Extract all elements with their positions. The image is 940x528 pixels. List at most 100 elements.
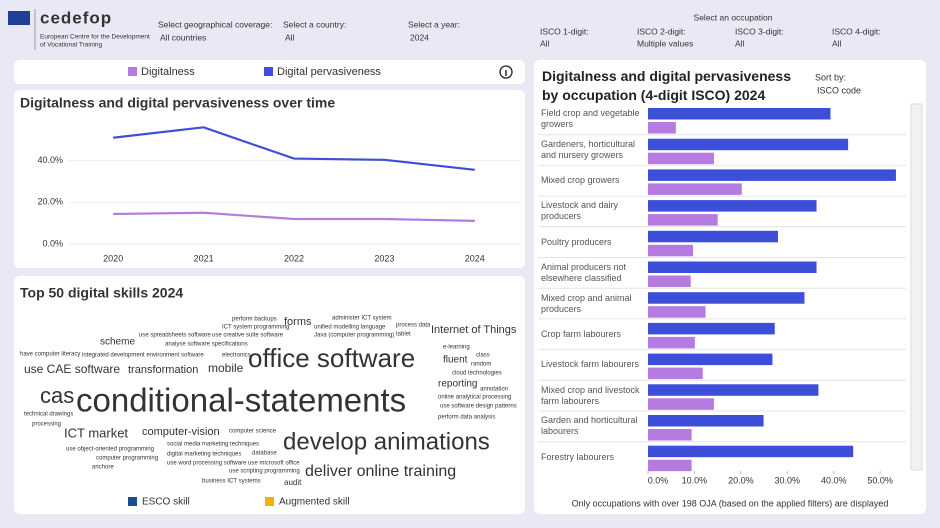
- skill-word: cloud technologies: [452, 371, 502, 377]
- bar: [648, 261, 817, 273]
- skill-word: deliver online training: [305, 463, 456, 480]
- cloud-title: Top 50 digital skills 2024: [20, 285, 183, 301]
- filter-value[interactable]: All: [285, 32, 295, 42]
- bar: [648, 138, 849, 151]
- bar: [648, 169, 896, 181]
- y-tick-label: 40.0%: [37, 155, 63, 165]
- y-tick-label: Livestock farm labourers: [541, 359, 640, 370]
- y-tick-label: Forestry labourers: [541, 451, 615, 462]
- filter-label: Select a country:: [283, 19, 346, 29]
- filter-value[interactable]: All countries: [160, 32, 206, 42]
- bar: [648, 445, 854, 458]
- skill-word: processing: [32, 422, 61, 428]
- skill-word: reporting: [438, 379, 477, 390]
- skill-word: use software design patterns: [440, 404, 517, 410]
- skill-word: use word processing software: [167, 461, 247, 467]
- eu-flag: [8, 11, 30, 25]
- org: cedefop: [40, 8, 112, 27]
- y-tick-label: Gardeners, horticultural and nursery gro…: [541, 139, 636, 161]
- filter-label: Select a year:: [408, 19, 460, 29]
- bar: [648, 398, 714, 410]
- x-tick-label: 2024: [465, 253, 485, 263]
- x-tick-label: 20.0%: [728, 475, 754, 485]
- occupation-title: Select an occupation: [694, 12, 773, 22]
- x-tick-label: 2021: [194, 253, 214, 263]
- y-tick-label: 20.0%: [37, 197, 63, 207]
- bar: [648, 122, 676, 134]
- org-full: of Vocational Training: [40, 42, 103, 49]
- y-tick-label: Poultry producers: [541, 236, 612, 247]
- y-tick-label: Crop farm labourers: [541, 328, 622, 339]
- bar: [648, 183, 742, 195]
- filter-label: ISCO 2-digit:: [637, 26, 686, 36]
- skill-word: database: [252, 451, 277, 457]
- bar: [648, 353, 773, 366]
- skill-word: Internet of Things: [431, 324, 517, 336]
- bar: [648, 152, 714, 165]
- filter-value[interactable]: 2024: [410, 32, 429, 42]
- y-tick-label: Garden and horticultural labourers: [541, 415, 638, 437]
- filter-value: All: [735, 38, 745, 48]
- sort-value[interactable]: ISCO code: [817, 85, 861, 95]
- skill-word: have computer literacy: [20, 352, 80, 358]
- legend-label: Augmented skill: [279, 497, 350, 508]
- bar: [648, 336, 695, 349]
- bar-note: Only occupations with over 198 OJA (base…: [572, 498, 889, 508]
- skill-word: transformation: [128, 364, 198, 376]
- bar: [648, 415, 764, 427]
- y-tick-label: Mixed crop and animal producers: [541, 292, 632, 314]
- legend-label: ESCO skill: [142, 497, 190, 508]
- scrollbar[interactable]: [910, 103, 923, 471]
- legend-swatch: [264, 67, 273, 76]
- skill-word: Java (computer programming): [314, 333, 394, 339]
- legend-label: Digital pervasiveness: [277, 66, 381, 78]
- x-tick-label: 2023: [374, 253, 394, 263]
- x-tick-label: 0.0%: [648, 475, 669, 485]
- line-series: [113, 126, 475, 171]
- filter-label: ISCO 1-digit:: [540, 26, 589, 36]
- y-tick-label: Field crop and vegetable growers: [541, 108, 640, 130]
- skill-word: computer programming: [96, 456, 158, 462]
- skill-word: anchore: [92, 465, 114, 471]
- filter-value: All: [540, 38, 550, 48]
- y-tick-label: Animal producers not elsewhere classifie…: [541, 261, 627, 283]
- skill-word: mobile: [208, 361, 244, 375]
- skill-word: computer science: [229, 429, 277, 435]
- skill-word: scheme: [100, 337, 135, 348]
- filter-value: All: [832, 38, 842, 48]
- bar: [648, 200, 817, 212]
- bar: [648, 306, 706, 318]
- skill-word: use scripting programming: [229, 469, 300, 475]
- skill-word: use microsoft office: [248, 461, 300, 467]
- skill-word: develop animations: [283, 428, 490, 455]
- legend-swatch: [128, 67, 137, 76]
- filter-value: Multiple values: [637, 38, 693, 48]
- skill-word: conditional-statements: [76, 382, 406, 419]
- skill-word: ICT system programming: [222, 325, 289, 331]
- legend-label: Digitalness: [141, 66, 195, 78]
- skill-word: tablet: [396, 332, 411, 338]
- legend-swatch: [265, 497, 274, 506]
- filter-label: ISCO 4-digit:: [832, 26, 881, 36]
- bar: [648, 459, 692, 472]
- bar-panel: [534, 60, 926, 514]
- y-tick-label: 0.0%: [42, 238, 63, 248]
- sort-label: Sort by:: [815, 72, 846, 82]
- bar: [648, 384, 819, 396]
- line-panel: [14, 90, 525, 268]
- skill-word: use creative suite software: [212, 333, 284, 339]
- skill-word: class: [476, 353, 490, 359]
- skill-word: electronics: [222, 353, 251, 359]
- org-full: European Centre for the Development: [40, 34, 150, 41]
- bar: [648, 214, 718, 226]
- x-tick-label: 2020: [103, 253, 123, 263]
- y-tick-label: Mixed crop growers: [541, 175, 620, 186]
- x-tick-label: 40.0%: [821, 475, 847, 485]
- x-tick-label: 10.0%: [682, 475, 708, 485]
- info-icon[interactable]: [499, 65, 513, 79]
- skill-word: perform backups: [232, 317, 277, 323]
- filter-label: Select geographical coverage:: [158, 19, 272, 29]
- cloud-panel: [14, 276, 525, 514]
- skill-word: computer-vision: [142, 426, 220, 438]
